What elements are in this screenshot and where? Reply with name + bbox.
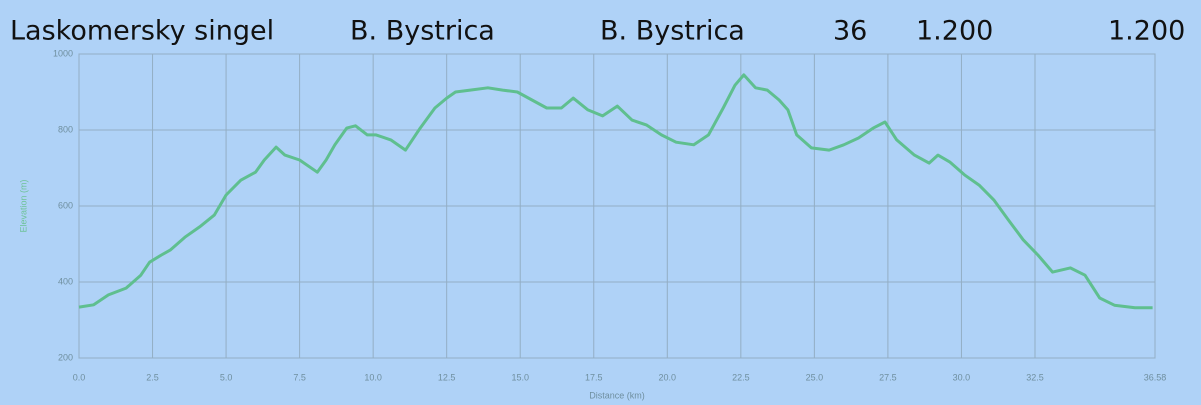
y-tick-label: 200: [58, 352, 73, 362]
y-axis-label: Elevation (m): [18, 179, 28, 232]
header-cell: 1.200: [916, 16, 993, 47]
x-tick-label: 0.0: [73, 372, 86, 382]
y-tick-label: 1000: [53, 48, 73, 58]
x-tick-label: 2.5: [146, 372, 159, 382]
header-cell: B. Bystrica: [350, 16, 495, 47]
x-tick-label: 15.0: [511, 372, 529, 382]
header-cell: 1.200: [1108, 16, 1185, 47]
x-axis-label: Distance (km): [589, 390, 645, 400]
y-tick-label: 400: [58, 276, 73, 286]
x-tick-label: 17.5: [585, 372, 603, 382]
x-tick-label: 10.0: [364, 372, 382, 382]
x-tick-label: 25.0: [806, 372, 824, 382]
x-tick-label: 7.5: [293, 372, 306, 382]
x-tick-label: 36.58: [1144, 372, 1167, 382]
y-tick-label: 800: [58, 124, 73, 134]
header-cell: Laskomersky singel: [10, 16, 274, 47]
x-tick-label: 27.5: [879, 372, 897, 382]
x-tick-label: 12.5: [438, 372, 456, 382]
x-tick-label: 22.5: [732, 372, 750, 382]
x-tick-label: 5.0: [220, 372, 233, 382]
y-tick-label: 600: [58, 200, 73, 210]
elevation-line: [78, 73, 1153, 310]
x-tick-label: 20.0: [659, 372, 677, 382]
header-cell: B. Bystrica: [600, 16, 745, 47]
header-cell: 36: [833, 16, 867, 47]
x-tick-label: 32.5: [1026, 372, 1044, 382]
x-tick-label: 30.0: [953, 372, 971, 382]
